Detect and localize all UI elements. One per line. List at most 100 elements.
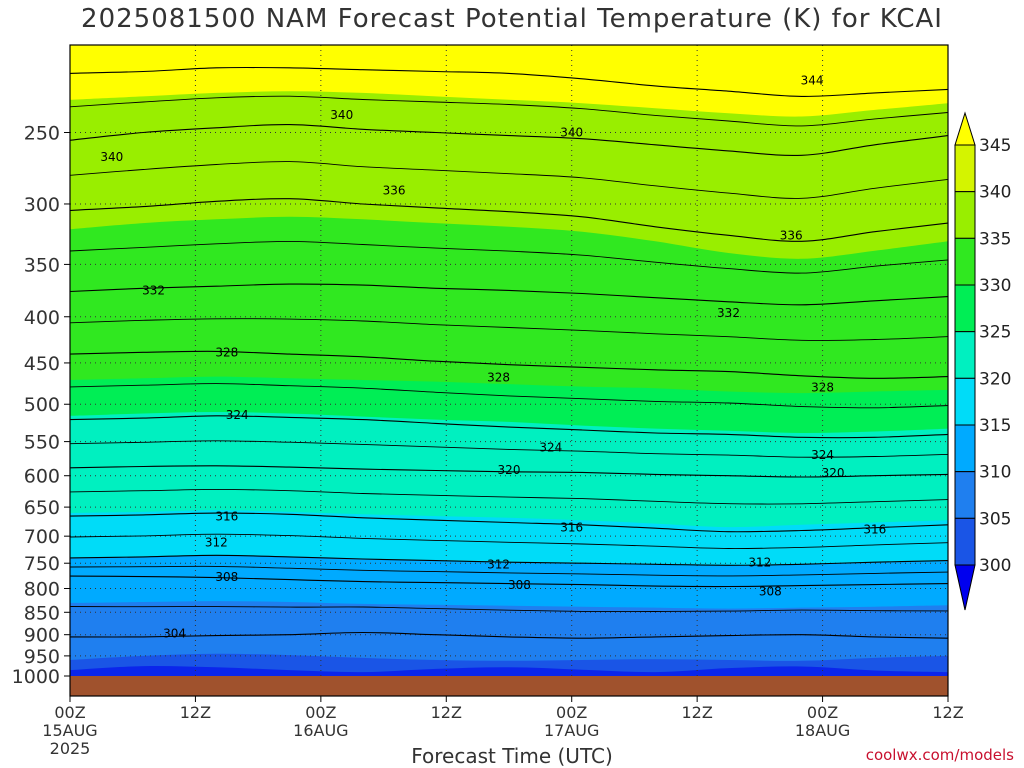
colorbar-box (954, 377, 976, 426)
contour-label-340: 340 (330, 108, 353, 122)
contour-320 (69, 465, 949, 478)
colorbar-box (954, 237, 976, 286)
y-tick-label: 700 (24, 526, 60, 548)
contour-label-340: 340 (560, 125, 583, 139)
plot-frame (69, 44, 949, 697)
contour-332 (69, 283, 949, 306)
credit-text: coolwx.com/models (865, 746, 1014, 764)
contour-label-316: 316 (863, 522, 886, 536)
colorbar-label: 330 (979, 276, 1011, 296)
contour-338 (69, 161, 949, 199)
y-tick-label: 1000 (12, 666, 60, 688)
x-tick-year: 2025 (50, 739, 91, 758)
colorbar-box (954, 471, 976, 519)
contour-label-312: 312 (205, 535, 228, 549)
contour-326 (69, 383, 949, 409)
colorbar-label: 320 (979, 369, 1011, 389)
contour-label-336: 336 (383, 184, 406, 198)
contour-label-324: 324 (811, 448, 834, 462)
contour-label-316: 316 (215, 510, 238, 524)
contour-label-328: 328 (215, 345, 238, 359)
contour-328 (69, 350, 949, 379)
y-tick-label: 450 (24, 353, 60, 375)
contour-label-344: 344 (801, 74, 824, 88)
contour-lines (69, 66, 949, 639)
x-tick-label: 12Z (431, 703, 462, 722)
contour-label-340: 340 (100, 150, 123, 164)
y-tick-label: 800 (24, 579, 60, 601)
contour-label-316: 316 (560, 521, 583, 535)
y-tick-label: 550 (24, 432, 60, 454)
chart-title: 2025081500 NAM Forecast Potential Temper… (81, 4, 943, 34)
contour-330 (69, 318, 949, 341)
x-tick-label: 00Z (807, 703, 838, 722)
y-tick-label: 850 (24, 602, 60, 624)
contour-label-320: 320 (822, 466, 845, 480)
y-tick-label: 300 (24, 194, 60, 216)
contour-label-328: 328 (487, 370, 510, 384)
y-tick-label: 600 (24, 466, 60, 488)
contour-324 (69, 415, 949, 439)
contour-322 (69, 440, 949, 458)
contour-312 (69, 554, 949, 566)
contour-310 (69, 565, 949, 577)
contour-label-312: 312 (487, 557, 510, 571)
contour-label-324: 324 (226, 408, 249, 422)
contour-label-320: 320 (498, 463, 521, 477)
contour-340 (69, 124, 949, 157)
contour-label-308: 308 (508, 578, 531, 592)
colorbar-box (954, 284, 976, 333)
colorbar: 300 305 310 315 320 325 330 335 340 345 (954, 111, 1011, 611)
contour-316 (69, 512, 949, 533)
contour-318 (69, 488, 949, 505)
contour-label-308: 308 (215, 570, 238, 584)
colorbar-box (954, 144, 976, 193)
contour-label-312: 312 (748, 556, 771, 570)
x-tick-label: 00Z (556, 703, 587, 722)
x-tick-date: 15AUG (42, 721, 97, 740)
x-tick-date: 16AUG (293, 721, 348, 740)
x-tick-date: 18AUG (795, 721, 850, 740)
band-coldest (70, 665, 948, 676)
x-tick-label: 12Z (681, 703, 712, 722)
colorbar-box (954, 517, 976, 566)
contour-labels: 304 308 308 308 312 312 312 316 316 316 320 320 324 3… (100, 74, 886, 641)
colorbar-box (954, 331, 976, 379)
x-tick-label: 12Z (180, 703, 211, 722)
x-axis-title: Forecast Time (UTC) (411, 744, 613, 768)
colorbar-max-arrow (954, 111, 976, 146)
contour-label-332: 332 (142, 283, 165, 297)
x-tick-label: 00Z (305, 703, 336, 722)
y-tick-label: 950 (24, 646, 60, 668)
colorbar-label: 300 (979, 556, 1011, 576)
contour-label-308: 308 (759, 584, 782, 598)
colorbar-label: 315 (979, 416, 1011, 436)
contour-label-304: 304 (163, 626, 186, 640)
colorbar-label: 305 (979, 509, 1011, 529)
y-tick-label: 650 (24, 497, 60, 519)
colorbar-box (954, 424, 976, 473)
contour-344 (69, 66, 949, 97)
y-tick-label: 900 (24, 625, 60, 647)
colorbar-label: 340 (979, 183, 1011, 203)
y-tick-label: 750 (24, 553, 60, 575)
colorbar-min-arrow (954, 564, 976, 611)
x-tick-label: 00Z (54, 703, 85, 722)
contour-342 (69, 95, 949, 127)
y-tick-label: 400 (24, 307, 60, 329)
y-tick-label: 500 (24, 394, 60, 416)
x-tick-date: 17AUG (544, 721, 599, 740)
contour-304 (69, 631, 949, 639)
ground-surface (70, 676, 948, 696)
contour-334 (69, 240, 949, 274)
contour-label-324: 324 (539, 440, 562, 454)
x-tick-label: 12Z (932, 703, 963, 722)
colorbar-label: 345 (979, 136, 1011, 156)
contour-308 (69, 575, 949, 588)
contour-336 (69, 198, 949, 242)
y-tick-label: 250 (24, 122, 60, 144)
colorbar-label: 310 (979, 463, 1011, 483)
contour-306 (69, 606, 949, 612)
